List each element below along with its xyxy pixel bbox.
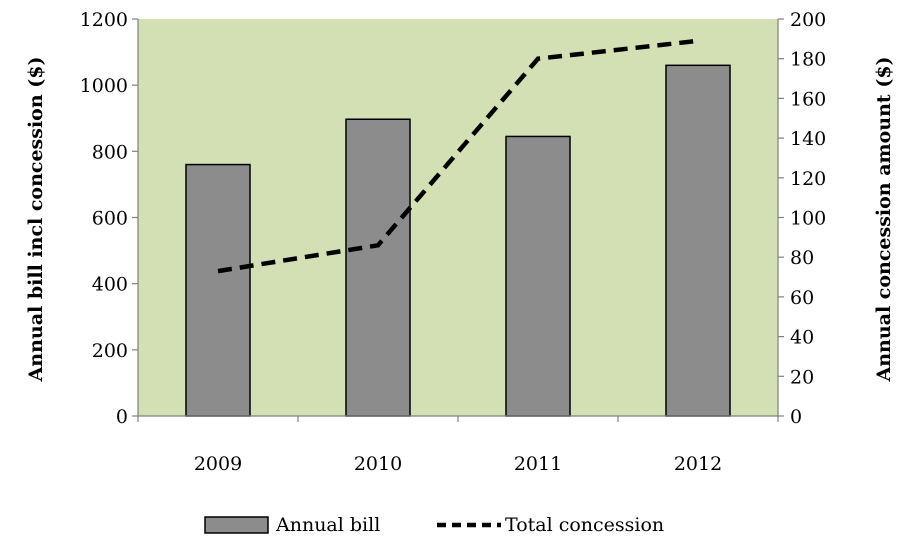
- left-axis-title: Annual bill incl concession ($): [25, 57, 47, 383]
- bar-annual-bill-2010: [345, 118, 411, 417]
- right-tick-label: 180: [790, 49, 826, 71]
- bar-annual-bill-2011: [505, 135, 571, 417]
- bar-annual-bill-2012: [665, 64, 731, 417]
- right-tick-label: 200: [790, 9, 826, 31]
- right-tick-label: 160: [790, 88, 826, 110]
- right-tick-label: 0: [790, 406, 802, 428]
- total-concession-line: [217, 38, 699, 274]
- right-axis-title: Annual concession amount ($): [873, 56, 895, 382]
- x-tick-label: 2010: [354, 453, 402, 475]
- legend-label-total-concession: Total concession: [505, 514, 664, 536]
- axis-ticks: 0 200 400 600 800 1000 1200 0 20 40 60 80 100 120 140 1…: [80, 9, 827, 475]
- right-tick-label: 60: [790, 287, 814, 309]
- left-tick-label: 0: [116, 406, 128, 428]
- legend-label-annual-bill: Annual bill: [275, 514, 380, 536]
- left-tick-label: 400: [92, 274, 128, 296]
- right-tick-label: 140: [790, 128, 826, 150]
- right-tick-label: 120: [790, 168, 826, 190]
- right-tick-label: 40: [790, 327, 814, 349]
- left-tick-label: 800: [92, 141, 128, 163]
- right-tick-label: 100: [790, 208, 826, 230]
- left-tick-label: 600: [92, 208, 128, 230]
- bar-group: [185, 64, 731, 417]
- right-tick-label: 80: [790, 247, 814, 269]
- x-tick-label: 2012: [674, 453, 722, 475]
- x-tick-label: 2011: [514, 453, 562, 475]
- x-tick-label: 2009: [194, 453, 242, 475]
- legend: Annual bill Total concession: [204, 514, 664, 536]
- right-tick-label: 20: [790, 366, 814, 388]
- left-tick-label: 200: [92, 340, 128, 362]
- left-tick-label: 1200: [80, 9, 128, 31]
- legend-swatch-annual-bill: [204, 516, 269, 534]
- left-tick-label: 1000: [80, 75, 128, 97]
- bar-annual-bill-2009: [185, 163, 251, 417]
